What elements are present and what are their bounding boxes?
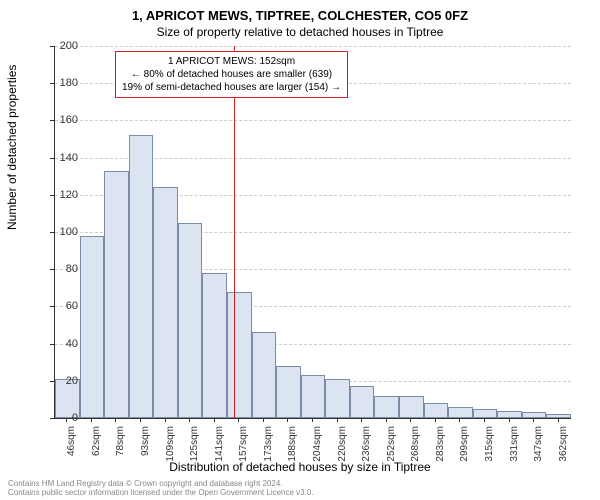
y-tick-label: 20 — [48, 375, 78, 387]
x-tick-mark — [509, 418, 510, 422]
x-tick-mark — [558, 418, 559, 422]
x-tick-mark — [115, 418, 116, 422]
y-tick-label: 180 — [48, 77, 78, 89]
x-tick-mark — [410, 418, 411, 422]
histogram-bar — [325, 379, 350, 418]
x-tick-mark — [140, 418, 141, 422]
x-tick-mark — [386, 418, 387, 422]
y-axis-label: Number of detached properties — [5, 65, 19, 230]
y-tick-label: 60 — [48, 300, 78, 312]
x-tick-mark — [238, 418, 239, 422]
footer-line1: Contains HM Land Registry data © Crown c… — [8, 479, 314, 489]
histogram-bar — [497, 411, 522, 418]
x-tick-mark — [189, 418, 190, 422]
y-tick-label: 80 — [48, 263, 78, 275]
histogram-bar — [424, 403, 449, 418]
histogram-bar — [399, 396, 424, 418]
histogram-bar — [129, 135, 154, 418]
y-tick-label: 140 — [48, 152, 78, 164]
chart-subtitle: Size of property relative to detached ho… — [0, 23, 600, 39]
x-tick-mark — [435, 418, 436, 422]
histogram-bar — [80, 236, 105, 418]
annotation-box: 1 APRICOT MEWS: 152sqm ← 80% of detached… — [115, 51, 348, 98]
x-tick-mark — [459, 418, 460, 422]
x-tick-mark — [361, 418, 362, 422]
x-tick-mark — [484, 418, 485, 422]
histogram-bar — [178, 223, 203, 418]
plot-area: 1 APRICOT MEWS: 152sqm ← 80% of detached… — [54, 46, 571, 419]
x-tick-mark — [312, 418, 313, 422]
histogram-bar — [350, 386, 375, 418]
x-tick-mark — [263, 418, 264, 422]
y-tick-label: 0 — [48, 412, 78, 424]
x-tick-mark — [337, 418, 338, 422]
grid-line — [55, 120, 571, 121]
x-tick-mark — [533, 418, 534, 422]
reference-line — [234, 46, 235, 418]
annotation-line3: 19% of semi-detached houses are larger (… — [122, 81, 341, 94]
y-tick-label: 40 — [48, 338, 78, 350]
histogram-bar — [153, 187, 178, 418]
grid-line — [55, 46, 571, 47]
x-tick-mark — [214, 418, 215, 422]
y-tick-label: 160 — [48, 114, 78, 126]
chart-container: 1, APRICOT MEWS, TIPTREE, COLCHESTER, CO… — [0, 0, 600, 500]
y-tick-label: 200 — [48, 40, 78, 52]
histogram-bar — [473, 409, 498, 418]
x-tick-mark — [66, 418, 67, 422]
histogram-bar — [252, 332, 277, 418]
footer-line2: Contains public sector information licen… — [8, 488, 314, 498]
histogram-bar — [202, 273, 227, 418]
y-tick-label: 100 — [48, 226, 78, 238]
histogram-bar — [546, 414, 571, 418]
histogram-bar — [448, 407, 473, 418]
annotation-line2: ← 80% of detached houses are smaller (63… — [122, 68, 341, 81]
footer: Contains HM Land Registry data © Crown c… — [8, 479, 314, 498]
x-tick-mark — [287, 418, 288, 422]
histogram-bar — [104, 171, 129, 418]
histogram-bar — [227, 292, 252, 418]
x-tick-mark — [91, 418, 92, 422]
x-axis-label: Distribution of detached houses by size … — [0, 460, 600, 474]
annotation-line1: 1 APRICOT MEWS: 152sqm — [122, 55, 341, 68]
chart-title: 1, APRICOT MEWS, TIPTREE, COLCHESTER, CO… — [0, 0, 600, 23]
histogram-bar — [301, 375, 326, 418]
x-tick-mark — [165, 418, 166, 422]
histogram-bar — [374, 396, 399, 418]
histogram-bar — [276, 366, 301, 418]
y-tick-label: 120 — [48, 189, 78, 201]
